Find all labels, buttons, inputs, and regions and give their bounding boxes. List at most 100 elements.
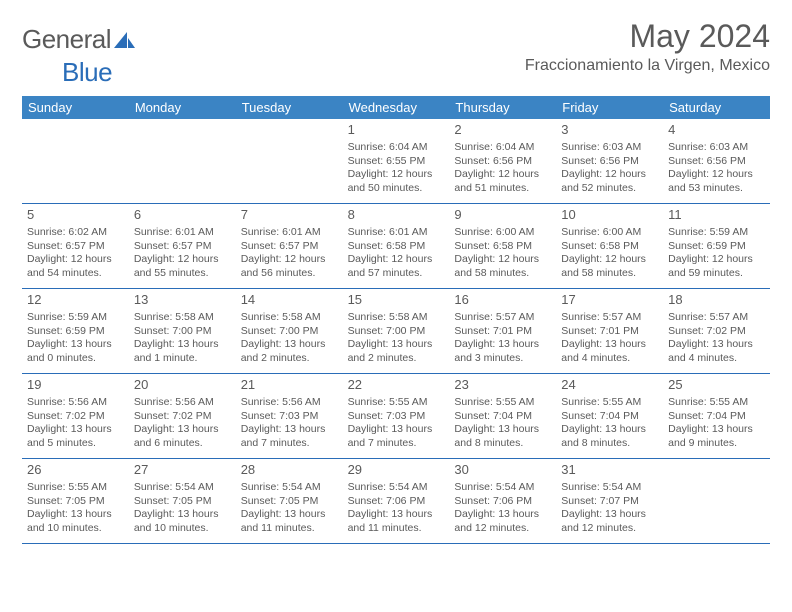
day-cell: 4Sunrise: 6:03 AMSunset: 6:56 PMDaylight… [663,119,770,203]
daylight-text: Daylight: 12 hours and 56 minutes. [241,253,338,280]
sunset-text: Sunset: 7:01 PM [454,325,551,339]
sunset-text: Sunset: 7:03 PM [348,410,445,424]
day-number: 28 [241,462,338,479]
daylight-text: Daylight: 13 hours and 7 minutes. [241,423,338,450]
sunrise-text: Sunrise: 5:54 AM [241,481,338,495]
day-cell: 6Sunrise: 6:01 AMSunset: 6:57 PMDaylight… [129,204,236,288]
day-cell [236,119,343,203]
day-number: 1 [348,122,445,139]
weeks-container: 1Sunrise: 6:04 AMSunset: 6:55 PMDaylight… [22,119,770,544]
sunset-text: Sunset: 7:06 PM [454,495,551,509]
daylight-text: Daylight: 13 hours and 12 minutes. [454,508,551,535]
sunrise-text: Sunrise: 5:56 AM [241,396,338,410]
daylight-text: Daylight: 13 hours and 10 minutes. [134,508,231,535]
sunset-text: Sunset: 6:56 PM [668,155,765,169]
weekday-header: Sunday Monday Tuesday Wednesday Thursday… [22,96,770,119]
sunrise-text: Sunrise: 5:57 AM [668,311,765,325]
day-number: 27 [134,462,231,479]
day-number: 6 [134,207,231,224]
day-number: 29 [348,462,445,479]
day-cell: 10Sunrise: 6:00 AMSunset: 6:58 PMDayligh… [556,204,663,288]
weekday-thu: Thursday [449,96,556,119]
sunrise-text: Sunrise: 5:55 AM [454,396,551,410]
day-cell: 8Sunrise: 6:01 AMSunset: 6:58 PMDaylight… [343,204,450,288]
day-cell [129,119,236,203]
daylight-text: Daylight: 13 hours and 7 minutes. [348,423,445,450]
day-cell: 19Sunrise: 5:56 AMSunset: 7:02 PMDayligh… [22,374,129,458]
sunrise-text: Sunrise: 5:55 AM [27,481,124,495]
brand-part2: Blue [62,57,112,88]
sunrise-text: Sunrise: 6:00 AM [561,226,658,240]
day-number: 12 [27,292,124,309]
sunset-text: Sunset: 7:02 PM [134,410,231,424]
week-row: 26Sunrise: 5:55 AMSunset: 7:05 PMDayligh… [22,459,770,544]
month-title: May 2024 [525,18,770,55]
sunrise-text: Sunrise: 6:01 AM [348,226,445,240]
sunrise-text: Sunrise: 6:01 AM [134,226,231,240]
day-cell: 7 Sunrise: 6:01 AMSunset: 6:57 PMDaylight… [236,204,343,288]
day-cell: 12Sunrise: 5:59 AMSunset: 6:59 PMDayligh… [22,289,129,373]
weekday-mon: Monday [129,96,236,119]
daylight-text: Daylight: 12 hours and 54 minutes. [27,253,124,280]
sunset-text: Sunset: 7:06 PM [348,495,445,509]
week-row: 1Sunrise: 6:04 AMSunset: 6:55 PMDaylight… [22,119,770,204]
sunrise-text: Sunrise: 5:59 AM [668,226,765,240]
day-number: 2 [454,122,551,139]
sunset-text: Sunset: 6:58 PM [561,240,658,254]
day-cell: 28Sunrise: 5:54 AMSunset: 7:05 PMDayligh… [236,459,343,543]
daylight-text: Daylight: 13 hours and 11 minutes. [241,508,338,535]
daylight-text: Daylight: 12 hours and 51 minutes. [454,168,551,195]
day-number: 18 [668,292,765,309]
day-number: 15 [348,292,445,309]
day-cell: 26Sunrise: 5:55 AMSunset: 7:05 PMDayligh… [22,459,129,543]
day-number: 14 [241,292,338,309]
weekday-tue: Tuesday [236,96,343,119]
sunset-text: Sunset: 7:00 PM [348,325,445,339]
sunset-text: Sunset: 6:56 PM [561,155,658,169]
daylight-text: Daylight: 13 hours and 12 minutes. [561,508,658,535]
day-cell: 20Sunrise: 5:56 AMSunset: 7:02 PMDayligh… [129,374,236,458]
sunset-text: Sunset: 7:04 PM [454,410,551,424]
sunset-text: Sunset: 7:05 PM [27,495,124,509]
day-number: 3 [561,122,658,139]
weekday-sun: Sunday [22,96,129,119]
brand-logo: General [22,24,136,55]
weekday-wed: Wednesday [343,96,450,119]
day-number: 21 [241,377,338,394]
title-block: May 2024 Fraccionamiento la Virgen, Mexi… [525,18,770,75]
sunrise-text: Sunrise: 6:04 AM [454,141,551,155]
daylight-text: Daylight: 13 hours and 4 minutes. [561,338,658,365]
daylight-text: Daylight: 12 hours and 53 minutes. [668,168,765,195]
day-cell: 14Sunrise: 5:58 AMSunset: 7:00 PMDayligh… [236,289,343,373]
day-number: 17 [561,292,658,309]
daylight-text: Daylight: 12 hours and 59 minutes. [668,253,765,280]
sunrise-text: Sunrise: 5:54 AM [348,481,445,495]
sunset-text: Sunset: 7:02 PM [27,410,124,424]
sunrise-text: Sunrise: 5:58 AM [348,311,445,325]
sunrise-text: Sunrise: 6:01 AM [241,226,338,240]
day-cell: 27Sunrise: 5:54 AMSunset: 7:05 PMDayligh… [129,459,236,543]
day-number: 23 [454,377,551,394]
sunrise-text: Sunrise: 6:00 AM [454,226,551,240]
sunset-text: Sunset: 7:07 PM [561,495,658,509]
day-number: 16 [454,292,551,309]
daylight-text: Daylight: 13 hours and 6 minutes. [134,423,231,450]
day-cell: 18Sunrise: 5:57 AMSunset: 7:02 PMDayligh… [663,289,770,373]
sunrise-text: Sunrise: 6:03 AM [668,141,765,155]
day-cell: 24Sunrise: 5:55 AMSunset: 7:04 PMDayligh… [556,374,663,458]
day-cell: 2Sunrise: 6:04 AMSunset: 6:56 PMDaylight… [449,119,556,203]
daylight-text: Daylight: 13 hours and 8 minutes. [454,423,551,450]
sunset-text: Sunset: 6:58 PM [454,240,551,254]
sunset-text: Sunset: 7:00 PM [241,325,338,339]
daylight-text: Daylight: 12 hours and 52 minutes. [561,168,658,195]
day-cell: 9Sunrise: 6:00 AMSunset: 6:58 PMDaylight… [449,204,556,288]
daylight-text: Daylight: 12 hours and 55 minutes. [134,253,231,280]
daylight-text: Daylight: 13 hours and 0 minutes. [27,338,124,365]
day-cell: 1Sunrise: 6:04 AMSunset: 6:55 PMDaylight… [343,119,450,203]
day-cell: 31Sunrise: 5:54 AMSunset: 7:07 PMDayligh… [556,459,663,543]
day-number: 7 [241,207,338,224]
sunset-text: Sunset: 6:57 PM [241,240,338,254]
day-cell: 3Sunrise: 6:03 AMSunset: 6:56 PMDaylight… [556,119,663,203]
weekday-fri: Friday [556,96,663,119]
daylight-text: Daylight: 12 hours and 57 minutes. [348,253,445,280]
